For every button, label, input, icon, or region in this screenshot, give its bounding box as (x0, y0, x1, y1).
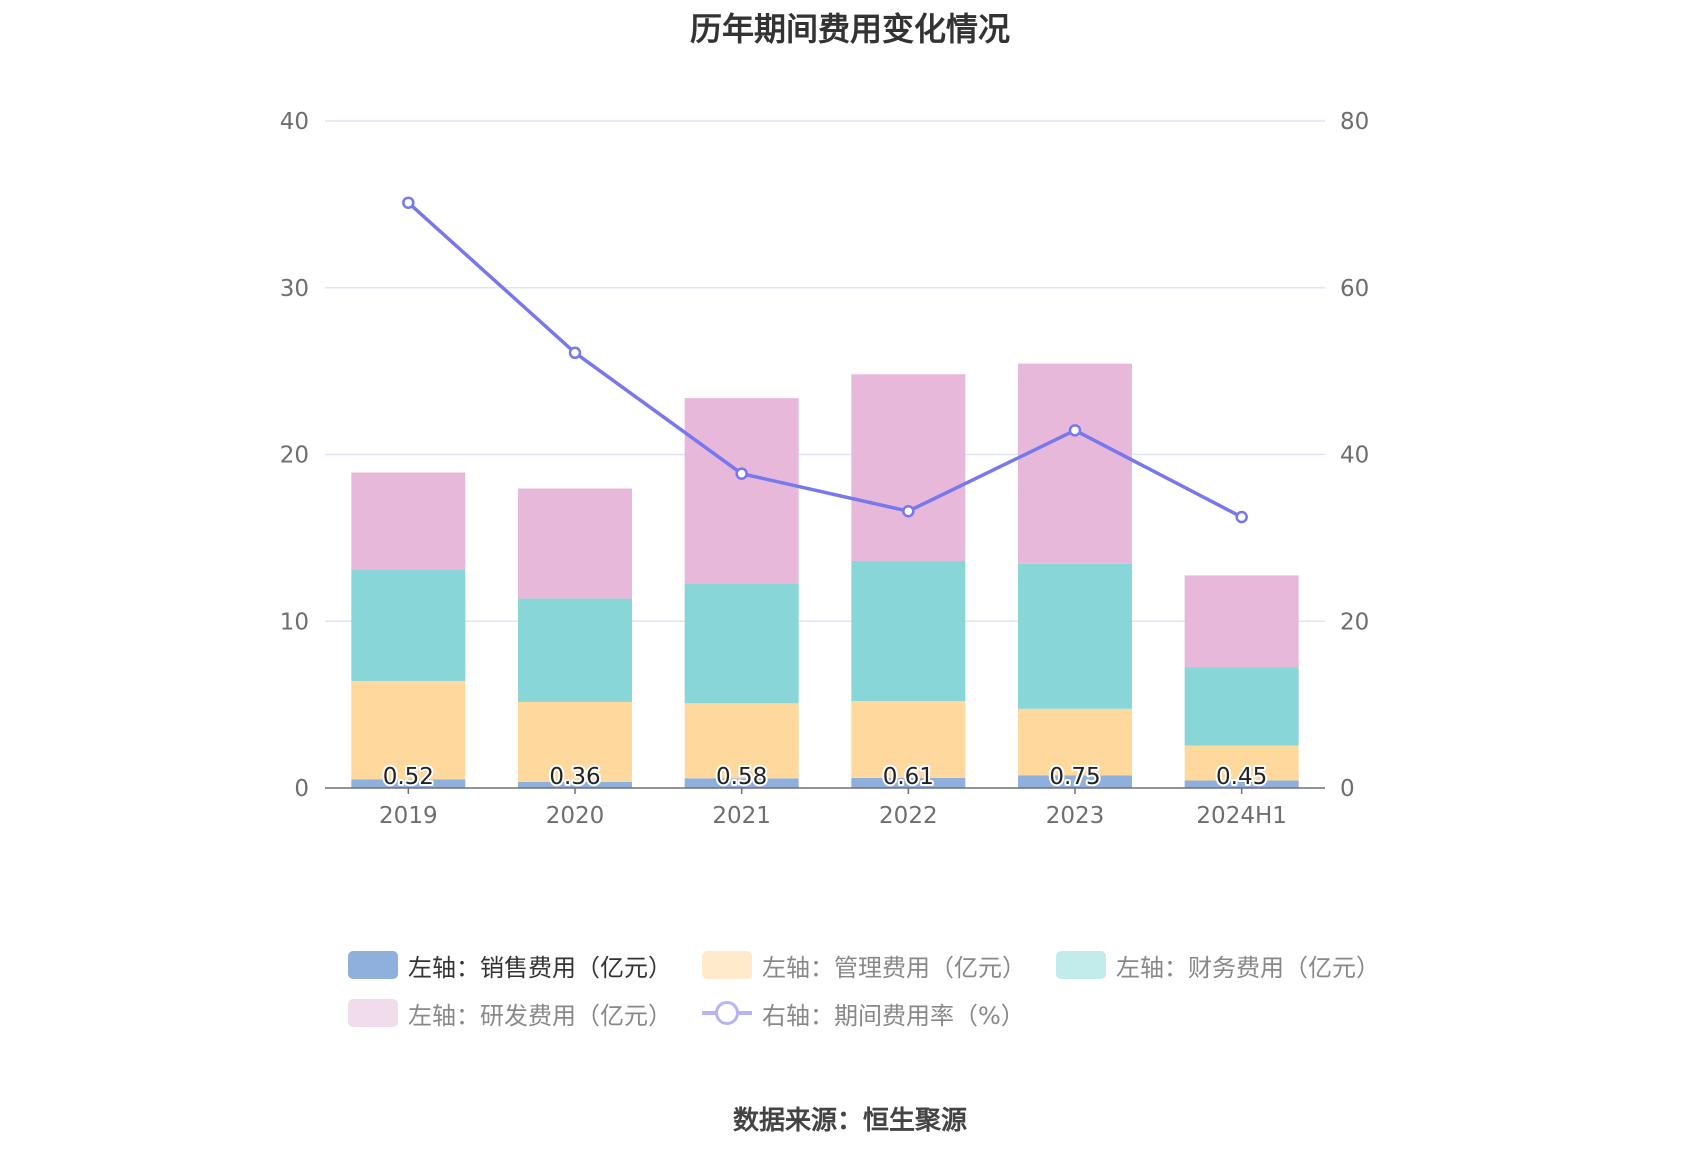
x-tick-label: 2021 (712, 803, 771, 829)
bar-segment (1184, 780, 1299, 788)
data-source-note: 数据来源：恒生聚源 (732, 1106, 967, 1136)
bar-segment (351, 472, 466, 570)
legend-label: 左轴：研发费用（亿元） (408, 1001, 672, 1030)
bar-segment (518, 701, 632, 782)
legend-item[interactable]: 左轴：财务费用（亿元） (1056, 950, 1380, 982)
line-point (1235, 510, 1248, 524)
chart-title: 历年期间费用变化情况 (689, 10, 1010, 48)
bar-segment (1184, 745, 1299, 781)
legend-swatch (1056, 951, 1106, 979)
legend-label: 右轴：期间费用率（%） (762, 1001, 1025, 1030)
legend-label: 左轴：管理费用（亿元） (762, 953, 1026, 982)
bar-data-label: 0.45 (1216, 764, 1267, 790)
bar-segment (1184, 575, 1299, 668)
x-tick-label: 2023 (1046, 803, 1105, 829)
y-left-tick-label: 40 (280, 109, 309, 135)
bar-segment (351, 569, 466, 681)
legend-swatch (348, 951, 398, 979)
legend-swatch (348, 999, 398, 1027)
bar-segment (1018, 363, 1132, 564)
x-tick-label: 2019 (379, 803, 438, 829)
bar-segment (1018, 563, 1132, 709)
bar-segment (1184, 667, 1299, 746)
legend-item[interactable]: 右轴：期间费用率（%） (702, 998, 1025, 1030)
legend-swatch (702, 999, 752, 1027)
legend-row: 左轴：销售费用（亿元） 左轴：管理费用（亿元） 左轴：财务费用（亿元） (348, 950, 1388, 982)
bar-segment (684, 583, 799, 704)
y-left-tick-label: 20 (280, 443, 309, 469)
bar-data-label: 0.36 (549, 764, 600, 790)
bar-segment (1018, 775, 1132, 788)
x-tick-label: 2024H1 (1196, 803, 1286, 829)
bar-segment (518, 781, 632, 788)
y-left-tick-label: 10 (280, 609, 309, 635)
bar-data-label: 0.52 (383, 764, 434, 790)
legend-item[interactable]: 左轴：销售费用（亿元） (348, 950, 672, 982)
y-left-tick-label: 30 (280, 276, 309, 302)
bar-segment (518, 598, 632, 702)
bar-data-label: 0.61 (883, 764, 934, 790)
legend-item[interactable]: 左轴：管理费用（亿元） (702, 950, 1026, 982)
bar-segment (851, 561, 966, 702)
x-tick-label: 2022 (879, 803, 938, 829)
bar-segment (351, 680, 466, 780)
line-point (568, 346, 582, 360)
legend-label: 左轴：财务费用（亿元） (1116, 953, 1380, 982)
legend-swatch (702, 951, 752, 979)
line-point (902, 504, 915, 518)
y-right-tick-label: 0 (1340, 776, 1355, 802)
bar-segment (351, 779, 466, 788)
bar-segment (851, 777, 966, 788)
chart-legend: 左轴：销售费用（亿元） 左轴：管理费用（亿元） 左轴：财务费用（亿元） 左轴：研发费用… (348, 950, 1388, 1046)
line-point (402, 196, 415, 209)
bar-segment (1018, 708, 1132, 776)
y-right-tick-label: 40 (1340, 443, 1369, 469)
x-tick-label: 2020 (546, 803, 605, 829)
bar-segment (518, 488, 632, 599)
y-right-tick-label: 20 (1340, 609, 1369, 635)
line-point (1068, 424, 1082, 437)
legend-label: 左轴：销售费用（亿元） (408, 953, 672, 982)
bar-segment (684, 398, 799, 584)
bar-segment (684, 703, 799, 779)
bar-segment (851, 374, 966, 562)
legend-item[interactable]: 左轴：研发费用（亿元） (348, 998, 672, 1030)
line-series (407, 201, 1243, 519)
bar-segment (851, 701, 966, 778)
bar-data-label: 0.58 (716, 764, 767, 790)
y-right-tick-label: 60 (1340, 276, 1369, 302)
y-left-tick-label: 0 (294, 776, 309, 802)
y-right-tick-label: 80 (1340, 109, 1369, 135)
line-point (735, 467, 748, 480)
bar-data-label: 0.75 (1049, 764, 1100, 790)
bar-segment (684, 778, 799, 788)
legend-row: 左轴：研发费用（亿元） 右轴：期间费用率（%） (348, 998, 1388, 1030)
